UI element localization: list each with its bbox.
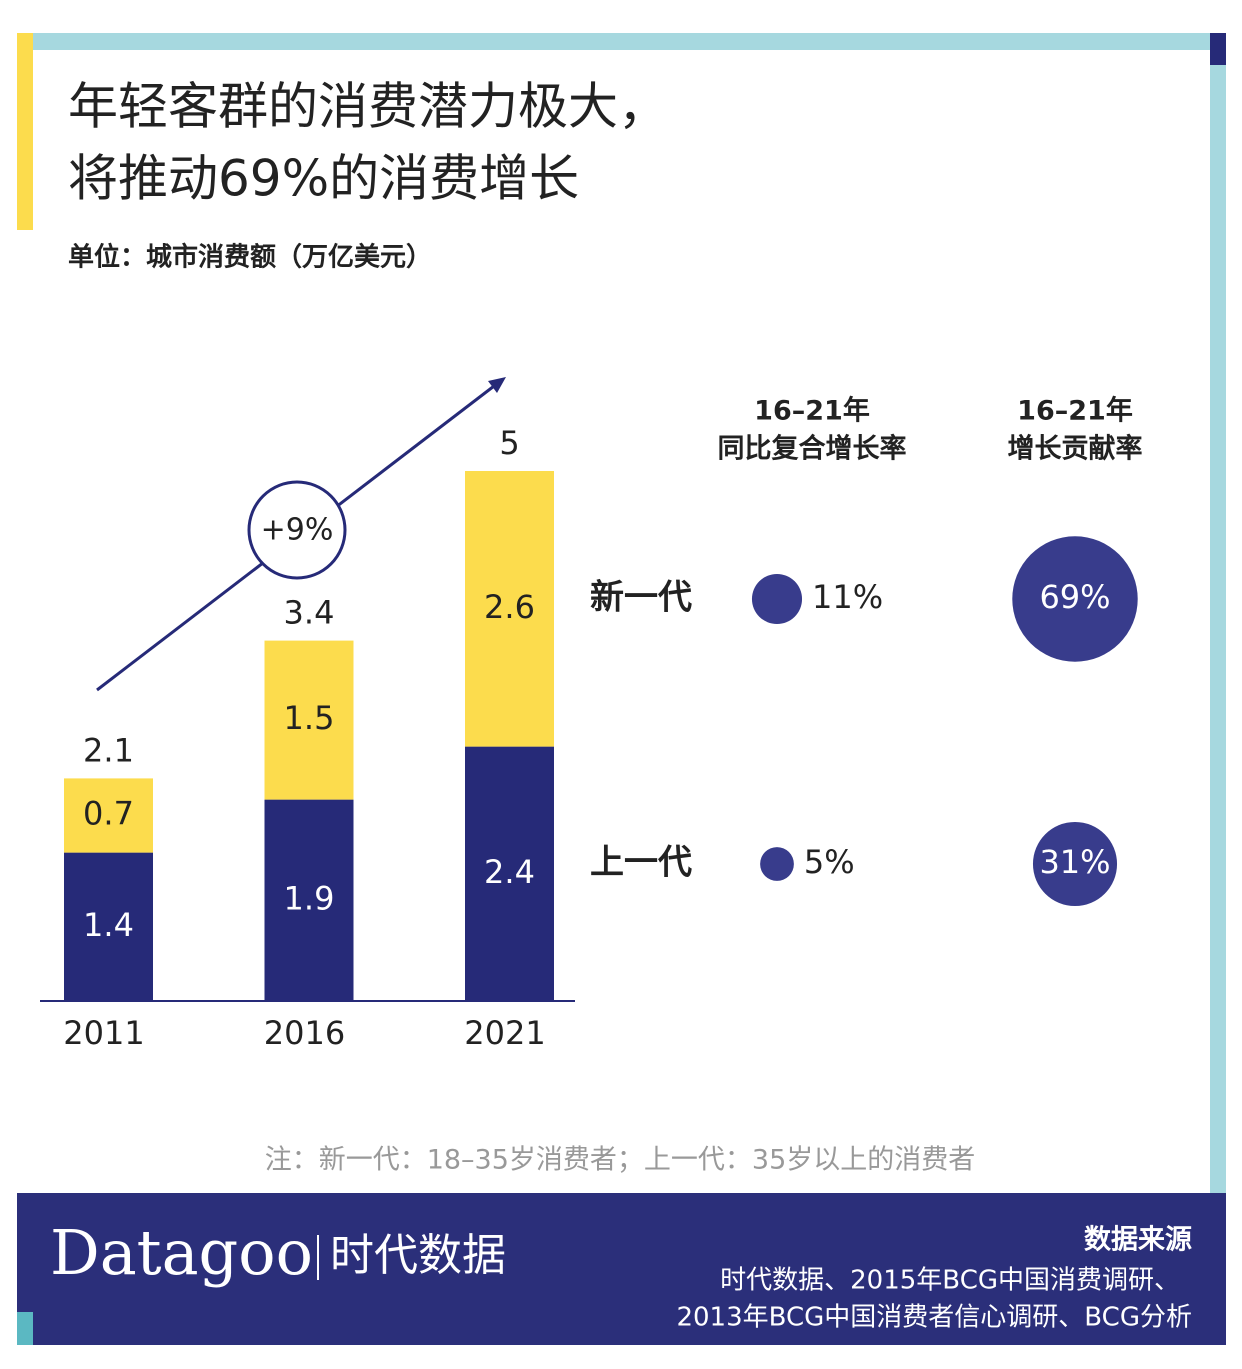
- column-header: 16–21年: [1017, 395, 1133, 427]
- note: 注：新一代：18–35岁消费者；上一代：35岁以上的消费者: [265, 1145, 976, 1176]
- rate-label: 11%: [812, 578, 883, 616]
- brand: Datagoo: [50, 1216, 313, 1289]
- footer-band: [17, 1193, 1226, 1345]
- frame-right: [1210, 33, 1226, 1345]
- value-label: 0.7: [83, 795, 134, 833]
- x-tick-label: 2011: [63, 1014, 144, 1052]
- bar-segment: [264, 799, 354, 1001]
- bar-segment: [465, 746, 554, 1001]
- arrow-head: [488, 377, 506, 393]
- total-label: 5: [499, 424, 519, 462]
- source-line: 时代数据、2015年BCG中国消费调研、: [720, 1266, 1180, 1296]
- brand-cn: 时代数据: [330, 1230, 506, 1281]
- bar-segment: [465, 471, 554, 747]
- rate-label: 5%: [804, 843, 855, 881]
- contribution-label: 31%: [1039, 843, 1110, 881]
- row-label: 新一代: [590, 578, 692, 618]
- total-label: 2.1: [83, 731, 134, 769]
- value-label: 1.5: [284, 699, 335, 737]
- x-tick-label: 2016: [264, 1014, 345, 1052]
- column-header: 同比复合增长率: [718, 433, 907, 465]
- growth-badge: [247, 480, 347, 580]
- rate-bubble: [751, 573, 803, 625]
- row-label: 上一代: [590, 843, 692, 883]
- total-label: 3.4: [284, 594, 335, 632]
- contribution-bubble: [1032, 821, 1118, 907]
- title: 将推动69%的消费增长: [68, 150, 579, 208]
- value-label: 1.4: [83, 906, 134, 944]
- x-tick-label: 2021: [464, 1014, 545, 1052]
- rate-bubble: [760, 847, 794, 881]
- source-line: 2013年BCG中国消费者信心调研、BCG分析: [676, 1303, 1192, 1333]
- frame-corner: [1210, 33, 1226, 65]
- bar-segment: [64, 852, 153, 1001]
- source-title: 数据来源: [1084, 1225, 1192, 1256]
- column-header: 增长贡献率: [1008, 433, 1143, 465]
- frame-top: [33, 33, 1210, 50]
- contribution-bubble: [1012, 536, 1138, 662]
- unit: 单位：城市消费额（万亿美元）: [68, 242, 432, 273]
- frame-corner: [17, 1312, 33, 1345]
- value-label: 1.9: [284, 879, 335, 917]
- bar-segment: [64, 778, 153, 853]
- value-label: 2.6: [484, 588, 535, 626]
- column-header: 16–21年: [754, 395, 870, 427]
- frame-left: [17, 33, 33, 230]
- bar-segment: [264, 640, 354, 800]
- growth-label: +9%: [261, 513, 334, 548]
- contribution-label: 69%: [1039, 578, 1110, 616]
- title: 年轻客群的消费潜力极大，: [68, 78, 668, 136]
- value-label: 2.4: [484, 853, 535, 891]
